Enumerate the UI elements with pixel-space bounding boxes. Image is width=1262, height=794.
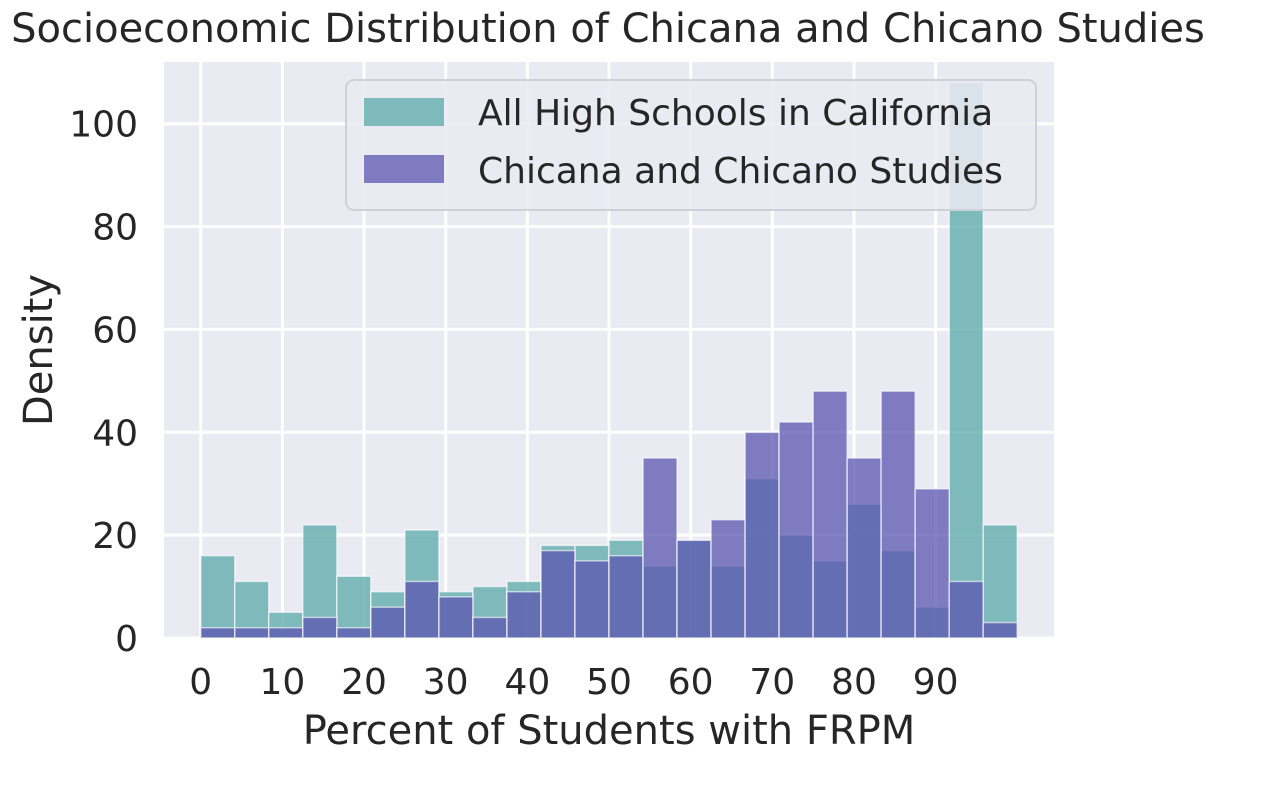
histogram-bar (710, 518, 746, 639)
histogram-bar (642, 457, 678, 639)
histogram-bar (948, 580, 984, 639)
y-tick-label: 40 (92, 413, 138, 454)
x-tick-label: 30 (423, 662, 469, 703)
histogram-bar (744, 431, 780, 639)
legend-swatch-chicana-chicano-studies (364, 155, 444, 183)
series-chicana-chicano-studies-bars (199, 390, 1019, 639)
x-tick-label: 50 (586, 662, 632, 703)
histogram-bar (574, 560, 610, 639)
x-tick-label: 70 (749, 662, 795, 703)
x-axis-label: Percent of Students with FRPM (303, 708, 916, 754)
histogram-bar (370, 606, 406, 639)
histogram-bar (880, 390, 916, 639)
histogram-bar (199, 554, 236, 639)
y-tick-label: 20 (92, 516, 138, 557)
x-tick-label: 10 (259, 662, 305, 703)
histogram-bar (404, 580, 440, 639)
histogram-bar (506, 590, 542, 639)
x-tick-label: 40 (504, 662, 550, 703)
x-tick-label: 20 (341, 662, 387, 703)
legend-label-all-high-schools: All High Schools in California (478, 93, 993, 134)
histogram-bar (608, 554, 644, 639)
y-tick-label: 60 (92, 310, 138, 351)
x-tick-label: 90 (913, 662, 959, 703)
histogram-bar (812, 390, 848, 639)
histogram-bar (846, 457, 882, 639)
histogram-bar (472, 616, 508, 639)
legend-swatch-all-high-schools (364, 98, 444, 126)
legend: All High Schools in California Chicana a… (345, 79, 1037, 211)
y-tick-label: 100 (69, 105, 138, 146)
y-axis-label: Density (16, 274, 62, 426)
histogram-bar (268, 626, 304, 639)
histogram-bar (914, 488, 950, 639)
histogram-bar (336, 626, 372, 639)
y-tick-labels: 0 20 40 60 80 100 (69, 105, 138, 660)
x-tick-labels: 0 10 20 30 40 50 60 70 80 90 (189, 662, 958, 703)
x-tick-label: 0 (189, 662, 212, 703)
y-tick-label: 80 (92, 208, 138, 249)
legend-box (345, 79, 1037, 211)
x-tick-label: 60 (668, 662, 714, 703)
histogram-bar (982, 524, 1019, 639)
histogram-bar (199, 626, 236, 639)
x-tick-label: 80 (831, 662, 877, 703)
histogram-bar (778, 421, 814, 639)
histogram-bar (676, 539, 712, 639)
legend-label-chicana-chicano-studies: Chicana and Chicano Studies (478, 151, 1003, 192)
histogram-bar (982, 621, 1019, 639)
histogram-bar (302, 616, 338, 639)
histogram-bar (438, 596, 474, 639)
histogram-bar (540, 549, 576, 639)
y-tick-label: 0 (115, 619, 138, 660)
chart-title: Socioeconomic Distribution of Chicana an… (11, 6, 1205, 52)
histogram-bar (234, 626, 270, 639)
